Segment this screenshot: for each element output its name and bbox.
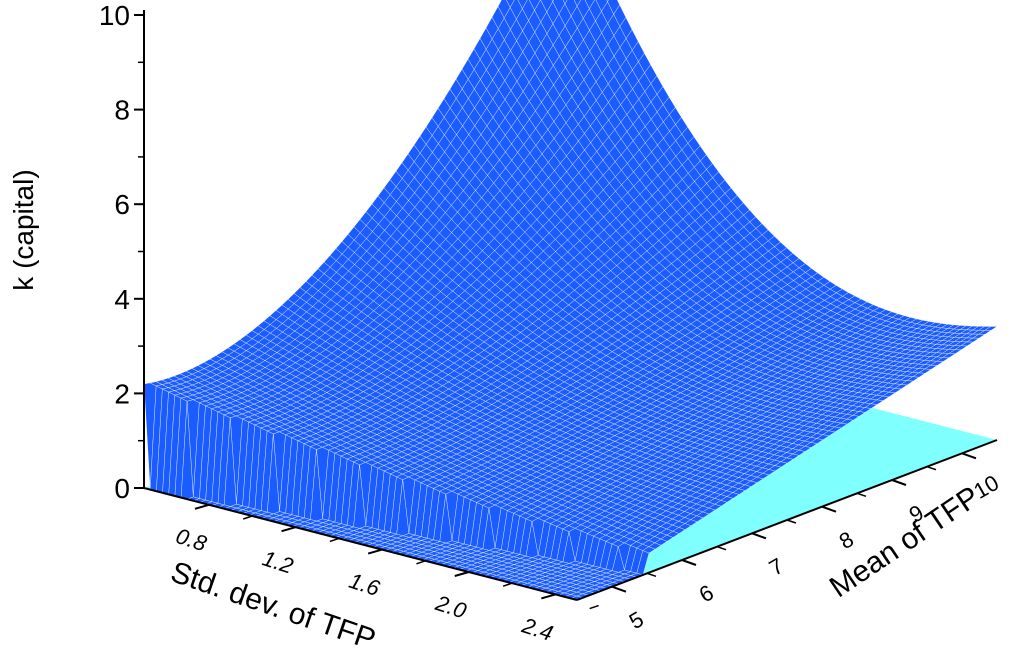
surface-mesh-group: [143, 0, 998, 601]
y-minor-tick: [646, 572, 657, 578]
x-tick: [194, 503, 210, 510]
z-tick-label: 6: [114, 189, 130, 220]
y-minor-tick: [926, 465, 937, 471]
z-tick-label: 0: [114, 473, 130, 504]
x-tick-label: 0.8: [173, 523, 211, 556]
x-tick-label: 2.4: [518, 612, 556, 646]
surface-mesh: [143, 0, 998, 601]
y-tick-label: 8: [835, 526, 858, 554]
y-tick: [611, 585, 627, 593]
y-minor-tick: [856, 492, 867, 498]
z-axis-title: k (capital): [8, 169, 39, 290]
z-tick-label: 4: [114, 284, 130, 315]
y-tick: [961, 452, 977, 460]
z-tick-label: 10: [99, 0, 130, 31]
x-tick: [281, 526, 296, 533]
x-tick: [541, 593, 556, 600]
y-minor-tick: [786, 519, 797, 524]
y-tick-label: 6: [695, 580, 718, 608]
x-minor-tick: [502, 582, 513, 587]
y-minor-tick: [716, 545, 727, 551]
y-tick: [681, 559, 697, 566]
x-tick: [454, 571, 470, 577]
y-tick-label: 5: [625, 606, 648, 634]
x-tick-label: 2.0: [432, 590, 470, 624]
x-tick: [367, 548, 383, 555]
x-minor-tick: [329, 537, 340, 543]
x-minor-tick: [416, 560, 426, 565]
x-tick-label: 1.2: [259, 545, 296, 578]
z-tick-label: 8: [114, 95, 130, 126]
x-tick-label: 1.6: [346, 568, 384, 601]
y-tick: [821, 505, 837, 513]
y-tick: [751, 532, 767, 540]
y-tick: [891, 479, 907, 486]
x-minor-tick: [589, 604, 599, 610]
y-tick-label: 7: [765, 553, 788, 581]
x-minor-tick: [243, 515, 253, 520]
z-tick-label: 2: [114, 378, 130, 409]
x-axis-line: [143, 487, 578, 601]
